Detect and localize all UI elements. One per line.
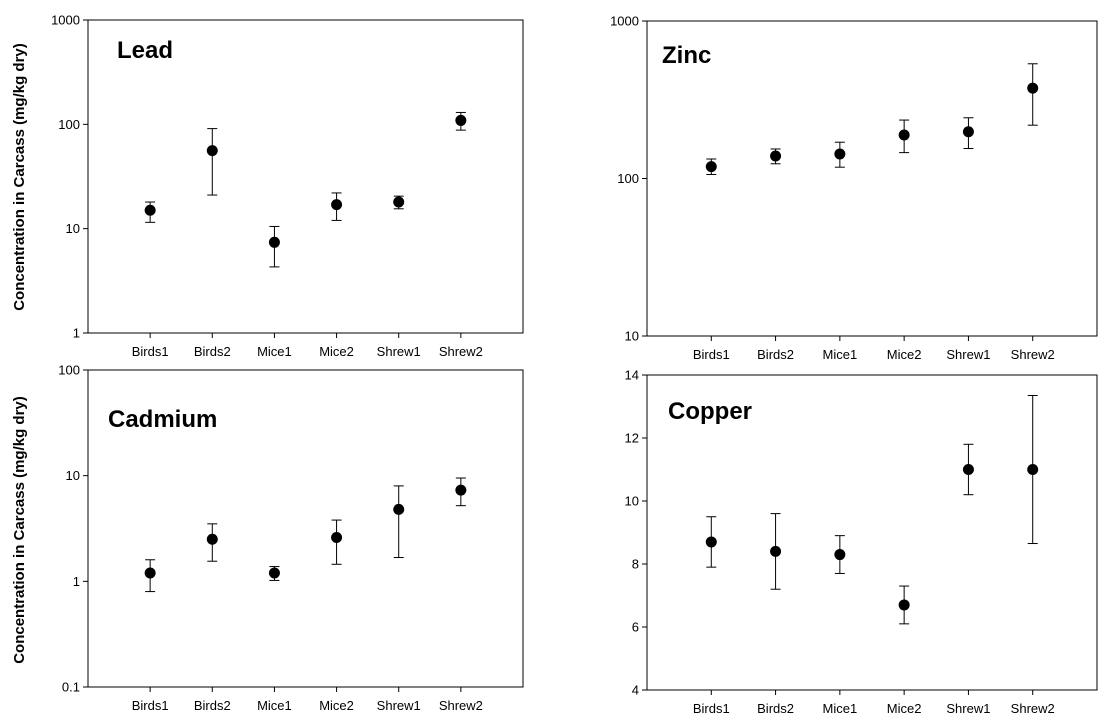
data-point <box>144 204 156 216</box>
y-tick-label: 8 <box>632 557 639 572</box>
x-tick-label: Mice2 <box>319 698 354 713</box>
y-axis-label: Concentration in Carcass (mg/kg dry) <box>11 396 28 664</box>
panel-title: Lead <box>117 37 173 64</box>
y-tick-label: 1000 <box>610 14 639 29</box>
x-tick-label: Shrew1 <box>377 344 421 359</box>
x-tick-label: Mice2 <box>887 347 922 362</box>
y-tick-label: 10 <box>66 221 80 236</box>
data-point <box>268 567 280 579</box>
x-tick-label: Mice1 <box>257 344 292 359</box>
error-bar <box>1027 63 1038 126</box>
x-tick-label: Birds2 <box>757 701 794 716</box>
panel-cadmium: 0.1 1 10 100 Birds1 Birds2 Mice1 Mice2 Shrew1 Shr… <box>11 363 524 713</box>
x-tick-label: Shrew1 <box>946 701 990 716</box>
data-point <box>206 533 218 545</box>
x-tick-label: Mice1 <box>823 701 858 716</box>
panel-lead: 1 10 100 1000 Birds1 Birds2 Mice1 Mice2 Shrew1 Sh… <box>11 13 524 359</box>
data-point <box>770 545 782 557</box>
data-point <box>144 567 156 579</box>
plot-frame <box>646 374 1098 691</box>
data-point <box>898 129 910 141</box>
x-tick-label: Shrew1 <box>377 698 421 713</box>
data-point <box>705 536 717 548</box>
x-tick-label: Mice2 <box>887 701 922 716</box>
data-point <box>898 599 910 611</box>
data-point <box>962 464 974 475</box>
y-tick-label: 10 <box>625 329 639 344</box>
data-point <box>1027 464 1039 475</box>
x-tick-label: Birds1 <box>132 698 169 713</box>
data-point <box>393 196 405 208</box>
x-tick-label: Shrew2 <box>439 344 483 359</box>
data-point <box>206 145 218 157</box>
x-tick-label: Birds2 <box>194 698 231 713</box>
plot-frame <box>87 19 524 334</box>
x-tick-label: Mice1 <box>823 347 858 362</box>
y-tick-label: 100 <box>58 117 80 132</box>
x-tick-label: Birds2 <box>757 347 794 362</box>
x-tick-label: Mice1 <box>257 698 292 713</box>
panel-copper: 4 6 8 10 12 14 Birds1 Birds2 Mice1 Mice2 Shrew1 Shr… <box>625 368 1098 716</box>
y-tick-label: 10 <box>625 494 639 509</box>
data-point <box>455 114 467 126</box>
x-tick-label: Shrew2 <box>439 698 483 713</box>
panel-title: Cadmium <box>108 406 217 433</box>
y-tick-label: 1 <box>73 574 80 589</box>
plot-frame <box>87 369 524 688</box>
data-point <box>331 531 343 543</box>
x-tick-label: Shrew2 <box>1011 347 1055 362</box>
y-tick-label: 100 <box>58 363 80 378</box>
y-tick-label: 1000 <box>51 13 80 28</box>
data-point <box>331 199 343 211</box>
y-tick-label: 0.1 <box>62 680 80 695</box>
data-point <box>834 549 846 561</box>
data-point <box>393 503 405 515</box>
y-tick-label: 10 <box>66 468 80 483</box>
x-tick-label: Shrew2 <box>1011 701 1055 716</box>
data-point <box>268 236 280 248</box>
data-point <box>770 150 782 162</box>
plot-frame <box>646 20 1098 337</box>
y-tick-label: 6 <box>632 620 639 635</box>
data-point <box>705 161 717 173</box>
x-tick-label: Birds1 <box>693 347 730 362</box>
y-tick-label: 14 <box>625 368 639 383</box>
y-tick-label: 1 <box>73 326 80 341</box>
data-point <box>834 148 846 160</box>
panel-zinc: 10 100 1000 Birds1 Birds2 Mice1 Mice2 Shrew1 Shr… <box>610 14 1098 362</box>
panel-title: Copper <box>668 398 752 425</box>
x-tick-label: Shrew1 <box>946 347 990 362</box>
y-tick-label: 100 <box>617 171 639 186</box>
y-axis-label: Concentration in Carcass (mg/kg dry) <box>11 43 28 311</box>
x-tick-label: Birds2 <box>194 344 231 359</box>
error-bar <box>207 128 218 196</box>
x-tick-label: Mice2 <box>319 344 354 359</box>
y-tick-label: 4 <box>632 683 639 698</box>
y-tick-label: 12 <box>625 431 639 446</box>
x-tick-label: Birds1 <box>693 701 730 716</box>
data-point <box>1027 82 1039 94</box>
data-point <box>962 126 974 138</box>
error-bar <box>393 485 404 559</box>
x-tick-label: Birds1 <box>132 344 169 359</box>
panel-title: Zinc <box>662 42 711 69</box>
data-point <box>455 484 467 496</box>
